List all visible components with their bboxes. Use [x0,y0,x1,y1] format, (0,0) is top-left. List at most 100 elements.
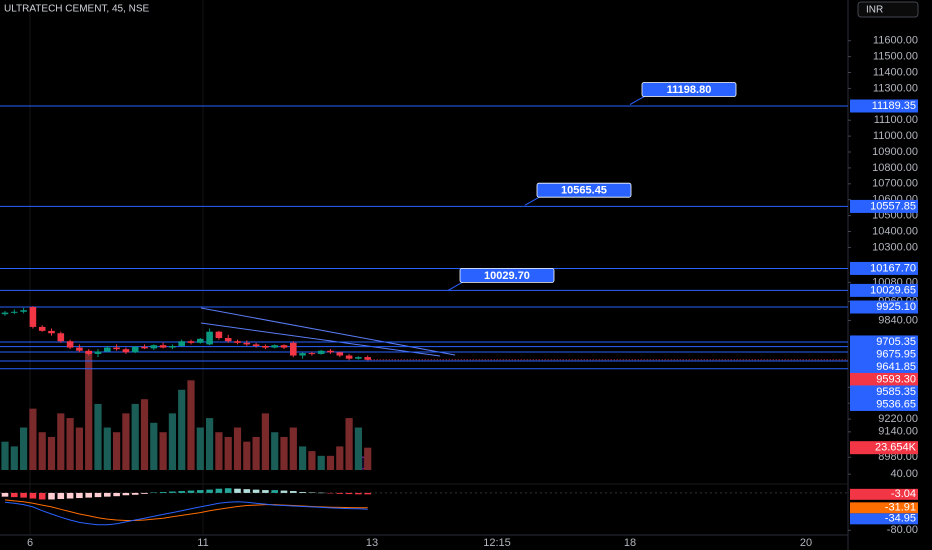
candle-body [262,345,269,348]
annotation-box[interactable] [459,267,555,283]
candle-body [178,341,185,346]
y-tick-label: 10800.00 [872,162,918,174]
macd-label: -34.95 [885,513,916,525]
volume-bar [336,446,344,470]
candle-body [159,345,167,348]
y-tick-label: 11600.00 [873,35,918,47]
y-tick-label: 40.00 [890,468,918,480]
level-label: 10167.70 [870,262,916,274]
histogram-bar [224,488,232,493]
candle-body [11,311,18,313]
currency-button[interactable] [857,1,919,18]
histogram-bar [262,490,269,493]
annotation-box[interactable] [536,182,632,198]
volume-bar [224,436,232,470]
histogram-bar [234,488,241,493]
histogram-bar [57,492,65,499]
x-tick-label: 12:15 [483,537,511,549]
volume-bar [75,427,83,470]
candle-body [215,331,223,339]
histogram-bar [85,492,92,498]
candle-body [355,357,362,359]
macd-label-box [850,502,918,514]
y-tick-label: 9140.00 [878,426,918,438]
volume-bar [178,389,186,470]
annotation-box[interactable] [641,82,737,97]
level-label: 9925.10 [876,301,916,313]
level-label: 10557.85 [870,200,916,212]
candle-body [243,342,251,345]
histogram-bar [299,491,306,493]
annotation-text: 10029.70 [484,270,530,282]
histogram-bar [1,492,9,497]
candle-body [66,341,74,348]
macd-label-box [850,513,918,525]
histogram-bar [29,492,37,499]
volume-bar [280,436,288,470]
x-tick-label: 6 [27,537,33,549]
level-label: 9536.65 [876,398,916,410]
candle-body [271,345,278,348]
histogram-bar [122,492,130,496]
annotation-text: 11198.80 [667,84,712,96]
x-tick-label: 20 [800,537,812,549]
level-label-box [850,99,918,113]
volume-bar [252,436,260,470]
histogram-bar [113,492,120,497]
volume-bar [85,352,93,470]
candle-body [336,352,344,356]
volume-bar [66,418,74,470]
candle-body [169,345,176,348]
level-label-box [850,335,918,349]
histogram-bar [215,488,223,493]
histogram-bar [38,492,46,500]
trendline [200,307,456,356]
volume-bar [57,413,65,470]
level-label: 9585.35 [876,386,916,398]
level-label-box [850,360,918,374]
volume-bar [20,427,28,470]
volume-bar [103,427,111,470]
histogram-bar [94,492,102,498]
volume-bar [29,408,37,470]
candle-body [122,349,130,353]
volume-bar [233,427,242,470]
level-label: 9705.35 [876,336,916,348]
chart-title: ULTRATECH CEMENT, 45, NSE [4,4,150,15]
level-label: 10029.65 [870,284,916,296]
trendline [200,322,441,357]
macd-label: -3.04 [891,488,916,500]
histogram-bar [327,492,334,494]
volume-bar [150,422,158,470]
level-label-box [850,397,918,411]
currency[interactable]: INR [866,5,883,16]
candle-body [317,350,325,354]
last-price-label: 9593.30 [876,373,916,385]
candle-body [85,350,92,354]
y-tick-label: 11100.00 [874,114,918,126]
histogram-bar [206,489,213,493]
macd-line [4,501,368,526]
histogram-bar [66,492,74,499]
x-tick-label: 11 [197,537,208,549]
y-tick-label: 10400.00 [872,225,918,237]
candle-body [150,345,158,349]
volume-bar [345,418,353,470]
histogram-bar [169,491,176,493]
candle-body [20,310,27,312]
x-tick-label: 13 [366,537,378,549]
candle-body [1,312,9,315]
volume-bar [354,427,362,470]
volume-bar [94,403,102,470]
histogram-bar [336,492,344,494]
candle-body [280,345,288,348]
level-label-box [850,347,918,361]
candle-body [206,331,213,345]
y-tick-label: 11000.00 [873,130,918,142]
volume-bar [159,432,167,470]
histogram-bar [131,492,139,495]
candle-body [364,357,371,360]
histogram-bar [280,490,288,493]
histogram-bar [308,492,316,493]
histogram-bar [317,492,325,494]
